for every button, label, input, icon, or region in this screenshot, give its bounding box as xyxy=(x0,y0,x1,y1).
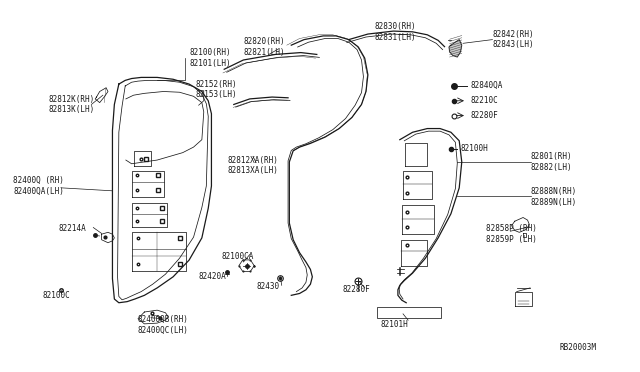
Text: 82400Q (RH)
82400QA(LH): 82400Q (RH) 82400QA(LH) xyxy=(13,176,65,196)
Text: RB20003M: RB20003M xyxy=(559,343,596,352)
Text: 82430: 82430 xyxy=(256,282,279,291)
Text: 82820(RH)
82821(LH): 82820(RH) 82821(LH) xyxy=(243,37,285,57)
Text: 82100H: 82100H xyxy=(461,144,488,153)
Text: 82280F: 82280F xyxy=(342,285,370,294)
Text: 82210C: 82210C xyxy=(470,96,498,105)
Text: 82100(RH)
82101(LH): 82100(RH) 82101(LH) xyxy=(189,48,230,68)
Text: 82152(RH)
82153(LH): 82152(RH) 82153(LH) xyxy=(195,80,237,99)
Text: 82420A: 82420A xyxy=(198,272,227,281)
Text: 82400QB(RH)
82400QC(LH): 82400QB(RH) 82400QC(LH) xyxy=(138,315,189,335)
Polygon shape xyxy=(449,39,462,57)
Text: 82842(RH)
82843(LH): 82842(RH) 82843(LH) xyxy=(492,30,534,49)
Text: 82280F: 82280F xyxy=(470,111,498,120)
Text: 82812K(RH)
82813K(LH): 82812K(RH) 82813K(LH) xyxy=(49,95,95,114)
Text: 82812XA(RH)
82813XA(LH): 82812XA(RH) 82813XA(LH) xyxy=(227,156,278,175)
Text: 82858P (RH)
82859P (LH): 82858P (RH) 82859P (LH) xyxy=(486,224,537,244)
Text: 82100CA: 82100CA xyxy=(221,252,253,261)
Text: 82101H: 82101H xyxy=(381,321,408,330)
Text: 82830(RH)
82831(LH): 82830(RH) 82831(LH) xyxy=(374,22,416,42)
Text: 82840QA: 82840QA xyxy=(470,81,502,90)
Text: 82100C: 82100C xyxy=(42,291,70,300)
Text: 82888N(RH)
82889N(LH): 82888N(RH) 82889N(LH) xyxy=(531,187,577,207)
Text: 82801(RH)
82882(LH): 82801(RH) 82882(LH) xyxy=(531,152,572,171)
Bar xyxy=(378,307,442,318)
Text: 82214A: 82214A xyxy=(58,224,86,233)
